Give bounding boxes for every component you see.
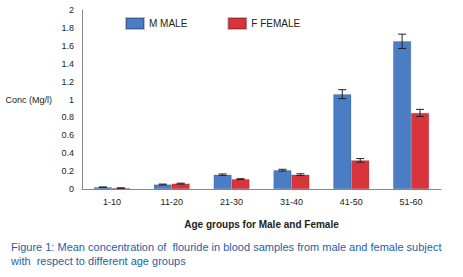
svg-text:0.6: 0.6 [61, 130, 74, 140]
svg-text:31-40: 31-40 [280, 197, 303, 207]
svg-text:0.8: 0.8 [61, 112, 74, 122]
svg-text:1: 1 [69, 95, 74, 105]
svg-text:with respect to different age: with respect to different age groups [10, 255, 186, 267]
svg-text:21-30: 21-30 [220, 197, 243, 207]
svg-text:Conc (Mg/l): Conc (Mg/l) [5, 95, 52, 105]
svg-text:M MALE: M MALE [149, 18, 188, 29]
svg-text:1-10: 1-10 [103, 197, 121, 207]
svg-text:0.2: 0.2 [61, 166, 74, 176]
svg-text:0.4: 0.4 [61, 148, 74, 158]
svg-text:Age groups for Male and Female: Age groups for Male and Female [184, 219, 339, 230]
svg-text:1.6: 1.6 [61, 41, 74, 51]
svg-text:0: 0 [69, 184, 74, 194]
svg-text:41-50: 41-50 [340, 197, 363, 207]
svg-text:1.8: 1.8 [61, 23, 74, 33]
svg-text:Figure 1: Mean concentration o: Figure 1: Mean concentration of flouride… [11, 241, 445, 253]
svg-text:1.4: 1.4 [61, 59, 74, 69]
svg-text:2: 2 [69, 5, 74, 15]
svg-text:11-20: 11-20 [161, 197, 183, 207]
svg-text:51-60: 51-60 [400, 197, 423, 207]
svg-text:F FEMALE: F FEMALE [251, 18, 300, 29]
svg-text:1.2: 1.2 [61, 77, 74, 87]
